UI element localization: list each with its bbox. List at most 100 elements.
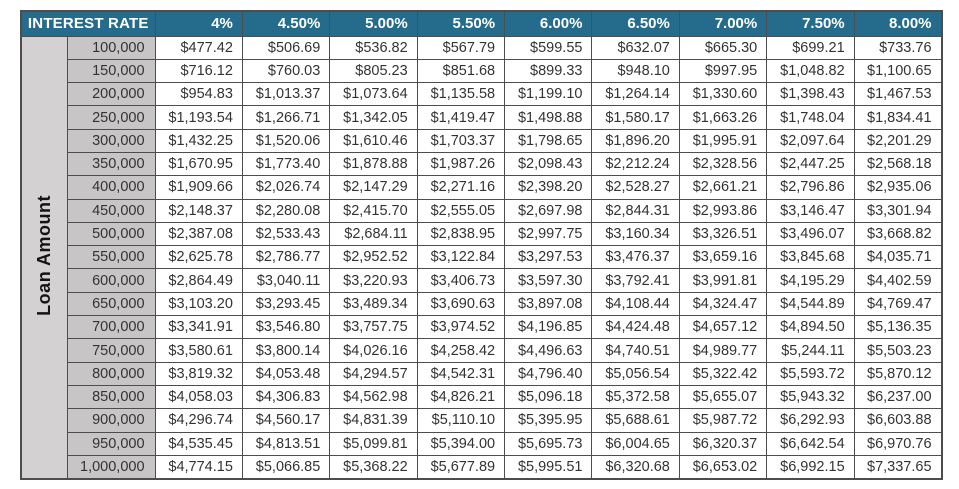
payment-cell: $3,220.93 (329, 268, 418, 293)
rate-header: 4.50% (241, 10, 331, 37)
payment-cell: $6,320.37 (678, 431, 768, 456)
payment-cell: $4,108.44 (591, 291, 680, 317)
payment-cell: $3,146.47 (766, 198, 855, 223)
payment-cell: $997.95 (678, 58, 768, 84)
payment-cell: $1,013.37 (241, 82, 331, 107)
payment-cell: $4,306.83 (241, 384, 331, 410)
table-body: Loan Amount 100,000 $477.42 $506.69 $536.82 $… (20, 35, 943, 480)
loan-amount-cell: 750,000 (66, 338, 156, 363)
payment-cell: $4,989.77 (678, 338, 768, 363)
payment-cell: $6,642.54 (766, 431, 855, 456)
payment-cell: $851.68 (416, 58, 506, 84)
payment-cell: $4,657.12 (678, 315, 768, 340)
payment-cell: $2,952.52 (329, 245, 418, 270)
payment-cell: $5,136.35 (853, 315, 943, 340)
payment-cell: $2,201.29 (853, 128, 943, 153)
rate-header: 7.00% (678, 10, 768, 37)
payment-cell: $4,544.89 (766, 291, 855, 317)
payment-cell: $3,974.52 (416, 315, 506, 340)
payment-cell: $3,341.91 (154, 315, 243, 340)
payment-cell: $2,997.75 (504, 221, 593, 247)
payment-cell: $1,834.41 (853, 105, 943, 130)
payment-cell: $4,796.40 (504, 361, 593, 386)
payment-cell: $665.30 (678, 35, 768, 60)
payment-cell: $1,100.65 (853, 58, 943, 84)
payment-cell: $4,058.03 (154, 384, 243, 410)
payment-cell: $2,838.95 (416, 221, 506, 247)
payment-cell: $3,040.11 (241, 268, 331, 293)
payment-cell: $5,695.73 (504, 431, 593, 456)
payment-cell: $3,897.08 (504, 291, 593, 317)
loan-amount-cell: 850,000 (66, 384, 156, 410)
loan-amount-cell: 900,000 (66, 408, 156, 433)
payment-cell: $1,703.37 (416, 128, 506, 153)
payment-cell: $4,831.39 (329, 408, 418, 433)
payment-cell: $6,992.15 (766, 454, 855, 480)
payment-cell: $2,844.31 (591, 198, 680, 223)
payment-cell: $2,864.49 (154, 268, 243, 293)
payment-cell: $1,798.65 (504, 128, 593, 153)
payment-cell: $3,326.51 (678, 221, 768, 247)
payment-cell: $599.55 (504, 35, 593, 60)
payment-cell: $5,593.72 (766, 361, 855, 386)
payment-cell: $3,122.84 (416, 245, 506, 270)
loan-amount-cell: 250,000 (66, 105, 156, 130)
payment-cell: $2,398.20 (504, 175, 593, 200)
payment-cell: $1,419.47 (416, 105, 506, 130)
payment-cell: $3,659.16 (678, 245, 768, 270)
rate-header: 6.50% (591, 10, 680, 37)
payment-cell: $5,110.10 (416, 408, 506, 433)
payment-cell: $2,993.86 (678, 198, 768, 223)
payment-cell: $2,148.37 (154, 198, 243, 223)
table-row: 700,000 $3,341.91 $3,546.80 $3,757.75 $3,974… (21, 315, 943, 340)
payment-cell: $4,026.16 (329, 338, 418, 363)
payment-cell: $3,800.14 (241, 338, 331, 363)
payment-cell: $716.12 (154, 58, 243, 84)
payment-cell: $477.42 (154, 35, 243, 60)
payment-cell: $5,056.54 (591, 361, 680, 386)
loan-amount-cell: 200,000 (66, 82, 156, 107)
payment-cell: $6,603.88 (853, 408, 943, 433)
payment-cell: $2,533.43 (241, 221, 331, 247)
payment-cell: $3,792.41 (591, 268, 680, 293)
payment-cell: $3,297.53 (504, 245, 593, 270)
payment-cell: $2,697.98 (504, 198, 593, 223)
payment-cell: $536.82 (329, 35, 418, 60)
payment-cell: $5,096.18 (504, 384, 593, 410)
payment-cell: $1,398.43 (766, 82, 855, 107)
payment-cell: $4,402.59 (853, 268, 943, 293)
payment-cell: $5,372.58 (591, 384, 680, 410)
payment-cell: $3,406.73 (416, 268, 506, 293)
payment-cell: $4,894.50 (766, 315, 855, 340)
payment-cell: $3,103.20 (154, 291, 243, 317)
payment-cell: $2,212.24 (591, 151, 680, 177)
payment-cell: $4,560.17 (241, 408, 331, 433)
payment-cell: $2,935.06 (853, 175, 943, 200)
payment-cell: $4,424.48 (591, 315, 680, 340)
payment-cell: $1,909.66 (154, 175, 243, 200)
payment-cell: $2,796.86 (766, 175, 855, 200)
payment-cell: $1,580.17 (591, 105, 680, 130)
payment-cell: $1,498.88 (504, 105, 593, 130)
payment-cell: $6,970.76 (853, 431, 943, 456)
table-row: 950,000 $4,535.45 $4,813.51 $5,099.81 $5,394… (21, 431, 943, 456)
loan-amount-cell: 950,000 (66, 431, 156, 456)
payment-cell: $3,489.34 (329, 291, 418, 317)
payment-cell: $3,301.94 (853, 198, 943, 223)
payment-table-container: INTEREST RATE 4% 4.50% 5.00% 5.50% 6.00% 6.50… (20, 10, 943, 480)
payment-cell: $805.23 (329, 58, 418, 84)
payment-cell: $506.69 (241, 35, 331, 60)
payment-cell: $3,476.37 (591, 245, 680, 270)
payment-cell: $5,655.07 (678, 384, 768, 410)
payment-cell: $7,337.65 (853, 454, 943, 480)
payment-cell: $733.76 (853, 35, 943, 60)
table-row: 650,000 $3,103.20 $3,293.45 $3,489.34 $3,690… (21, 291, 943, 317)
payment-cell: $6,320.68 (591, 454, 680, 480)
loan-amount-cell: 700,000 (66, 315, 156, 340)
payment-cell: $4,294.57 (329, 361, 418, 386)
payment-cell: $948.10 (591, 58, 680, 84)
payment-cell: $5,394.00 (416, 431, 506, 456)
header-row: INTEREST RATE 4% 4.50% 5.00% 5.50% 6.00% 6.50… (20, 10, 943, 37)
payment-cell: $1,987.26 (416, 151, 506, 177)
payment-table: INTEREST RATE 4% 4.50% 5.00% 5.50% 6.00% 6.50… (20, 10, 943, 480)
